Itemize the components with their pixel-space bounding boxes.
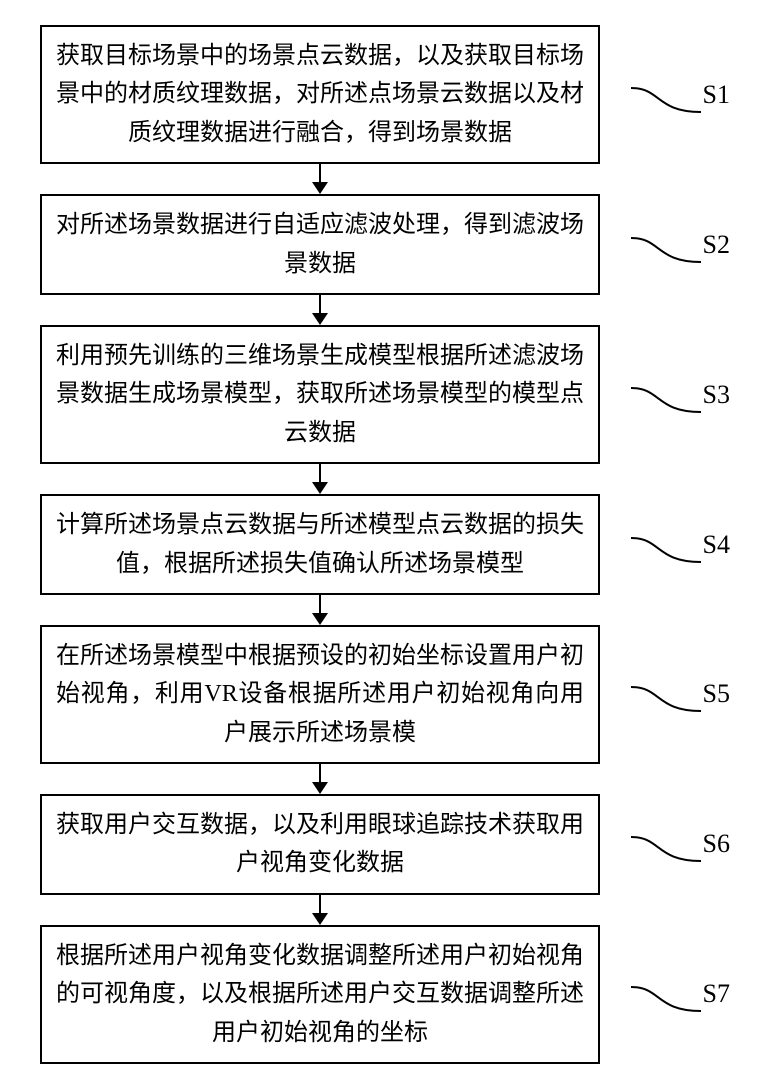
step-box: 获取用户交互数据，以及利用眼球追踪技术获取用户视角变化数据 bbox=[40, 794, 600, 895]
step-box: 获取目标场景中的场景点云数据，以及获取目标场景中的材质纹理数据，对所述点场景云数… bbox=[40, 25, 600, 164]
step-label-col: S5 bbox=[600, 669, 730, 719]
arrow-down-icon bbox=[312, 164, 328, 194]
step-label-col: S1 bbox=[600, 70, 730, 120]
step-row: 利用预先训练的三维场景生成模型根据所述滤波场景数据生成场景模型，获取所述场景模型… bbox=[20, 325, 737, 464]
step-box: 根据所述用户视角变化数据调整所述用户初始视角的可视角度，以及根据所述用户交互数据… bbox=[40, 925, 600, 1064]
step-label: S7 bbox=[703, 979, 730, 1009]
step-label-col: S6 bbox=[600, 819, 730, 869]
step-row: 获取目标场景中的场景点云数据，以及获取目标场景中的材质纹理数据，对所述点场景云数… bbox=[20, 25, 737, 164]
step-label-col: S2 bbox=[600, 220, 730, 270]
step-row: 在所述场景模型中根据预设的初始坐标设置用户初始视角，利用VR设备根据所述用户初始… bbox=[20, 625, 737, 764]
flowchart: 获取目标场景中的场景点云数据，以及获取目标场景中的材质纹理数据，对所述点场景云数… bbox=[20, 25, 737, 1064]
step-row: 对所述场景数据进行自适应滤波处理，得到滤波场景数据 S2 bbox=[20, 194, 737, 295]
connector-curve bbox=[631, 669, 701, 719]
connector-curve bbox=[631, 819, 701, 869]
connector-curve bbox=[631, 370, 701, 420]
step-row: 根据所述用户视角变化数据调整所述用户初始视角的可视角度，以及根据所述用户交互数据… bbox=[20, 925, 737, 1064]
step-row: 获取用户交互数据，以及利用眼球追踪技术获取用户视角变化数据 S6 bbox=[20, 794, 737, 895]
step-label: S3 bbox=[703, 380, 730, 410]
step-box: 在所述场景模型中根据预设的初始坐标设置用户初始视角，利用VR设备根据所述用户初始… bbox=[40, 625, 600, 764]
connector-curve bbox=[631, 220, 701, 270]
step-label: S4 bbox=[703, 530, 730, 560]
connector-curve bbox=[631, 969, 701, 1019]
connector-curve bbox=[631, 70, 701, 120]
step-label: S2 bbox=[703, 230, 730, 260]
step-label-col: S4 bbox=[600, 520, 730, 570]
arrow-down-icon bbox=[312, 895, 328, 925]
step-label-col: S3 bbox=[600, 370, 730, 420]
connector-curve bbox=[631, 520, 701, 570]
arrow-down-icon bbox=[312, 464, 328, 494]
arrow-down-icon bbox=[312, 764, 328, 794]
step-label: S5 bbox=[703, 679, 730, 709]
step-box: 计算所述场景点云数据与所述模型点云数据的损失值，根据所述损失值确认所述场景模型 bbox=[40, 494, 600, 595]
step-label: S1 bbox=[703, 80, 730, 110]
arrow-down-icon bbox=[312, 595, 328, 625]
step-box: 对所述场景数据进行自适应滤波处理，得到滤波场景数据 bbox=[40, 194, 600, 295]
step-label: S6 bbox=[703, 829, 730, 859]
step-label-col: S7 bbox=[600, 969, 730, 1019]
step-row: 计算所述场景点云数据与所述模型点云数据的损失值，根据所述损失值确认所述场景模型 S… bbox=[20, 494, 737, 595]
step-box: 利用预先训练的三维场景生成模型根据所述滤波场景数据生成场景模型，获取所述场景模型… bbox=[40, 325, 600, 464]
arrow-down-icon bbox=[312, 295, 328, 325]
